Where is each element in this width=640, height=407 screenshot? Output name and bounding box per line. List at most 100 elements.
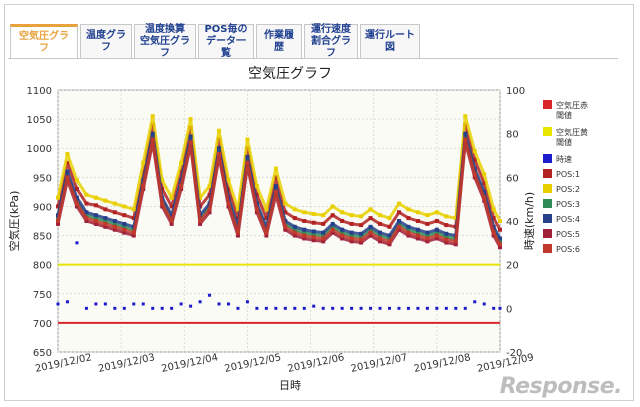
legend-swatch [543,127,552,136]
data-point [321,306,325,310]
data-point [498,306,502,310]
data-point [473,300,477,304]
data-point [425,306,429,310]
data-point [170,306,174,310]
data-point [160,306,164,310]
tab-temp-converted-pressure-graph[interactable]: 温度換算 空気圧グラフ [134,24,196,59]
y2-tick-label: 80 [506,130,519,141]
data-point [302,306,306,310]
data-point [217,302,221,306]
data-point [264,306,268,310]
y-tick-label: 650 [33,348,52,359]
data-point [65,300,69,304]
series-POS:6 [56,137,502,247]
chart-title: 空気圧グラフ [248,66,332,82]
series-時速 [56,241,502,310]
data-point [189,304,193,308]
y2-tick-label: 60 [506,173,519,184]
data-point [492,306,496,310]
data-point [122,306,126,310]
data-point [141,302,145,306]
y-tick-label: 850 [33,232,52,243]
tab-pressure-graph[interactable]: 空気圧グラフ [10,24,78,58]
series-POS:2 [56,114,502,223]
legend-swatch [543,169,552,178]
tab-temperature-graph[interactable]: 温度グラフ [80,24,132,58]
x-tick-label: 2019/12/08 [413,352,472,375]
legend-label: POS:6 [556,245,580,254]
data-point [416,306,420,310]
data-point [198,300,202,304]
data-point [245,300,249,304]
data-point [94,302,98,306]
y-tick-label: 800 [33,261,52,272]
data-point [255,306,259,310]
data-point [226,302,230,306]
series-line [56,123,502,231]
data-point [444,306,448,310]
y-tick-label: 1050 [27,115,52,126]
y-tick-label: 1100 [27,86,52,97]
y2-tick-label: 0 [506,304,512,315]
x-tick-label: 2019/12/05 [224,352,283,375]
data-point [75,241,79,245]
series-line [56,132,502,240]
legend-swatch [543,184,552,193]
tab-pos-data-list[interactable]: POS毎の データ一覧 [198,24,254,59]
legend-swatch [543,154,552,163]
series-line [56,137,502,246]
y2-axis-label: 時速(km/h) [523,192,536,250]
y-tick-label: 750 [33,290,52,301]
watermark-logo: Response. [499,374,623,399]
y2-tick-label: 20 [506,261,519,272]
legend-label-cont: 閾値 [556,137,572,147]
legend-label: 時速 [556,155,572,164]
tab-underline [8,58,618,59]
legend-swatch [543,214,552,223]
y-tick-label: 700 [33,319,52,330]
y2-tick-label: 40 [506,217,519,228]
data-point [397,306,401,310]
data-point [274,306,278,310]
tab-speed-ratio-graph[interactable]: 運行速度 割合グラフ [304,24,358,59]
y2-tick-label: 100 [506,86,525,97]
data-point [113,306,117,310]
data-point [369,306,373,310]
legend-label: 空気圧黄 [556,127,588,137]
legend-label: POS:3 [556,200,580,209]
x-axis-label: 日時 [279,379,301,392]
data-point [132,302,136,306]
data-point [84,306,88,310]
x-tick-label: 2019/12/06 [287,352,346,375]
y-tick-label: 950 [33,173,52,184]
data-point [378,306,382,310]
data-point [312,304,316,308]
tab-route-map[interactable]: 運行ルート図 [360,24,420,58]
legend-label: POS:2 [556,185,580,194]
x-tick-label: 2019/12/07 [350,352,409,375]
legend: 空気圧赤閾値空気圧黄閾値時速POS:1POS:2POS:3POS:4POS:5P… [543,100,588,254]
data-point [340,306,344,310]
legend-swatch [543,199,552,208]
data-point [482,302,486,306]
data-point [359,306,363,310]
data-point [293,306,297,310]
data-point [463,306,467,310]
data-point [435,306,439,310]
data-point [56,302,60,306]
legend-label: POS:1 [556,170,580,179]
data-point [331,306,335,310]
y-tick-label: 1000 [27,144,52,155]
data-point [179,302,183,306]
tab-bar: 空気圧グラフ 温度グラフ 温度換算 空気圧グラフ POS毎の データ一覧 作業履… [10,24,420,59]
legend-label: POS:4 [556,215,580,224]
data-point [454,306,458,310]
data-point [388,306,391,310]
data-point [236,306,240,310]
tab-work-history[interactable]: 作業履歴 [256,24,302,58]
y-axis-label: 空気圧(kPa) [7,191,21,252]
legend-label-cont: 閾値 [556,110,572,120]
data-point [103,302,107,306]
y2-tick-label: -20 [506,348,522,359]
legend-swatch [543,229,552,238]
